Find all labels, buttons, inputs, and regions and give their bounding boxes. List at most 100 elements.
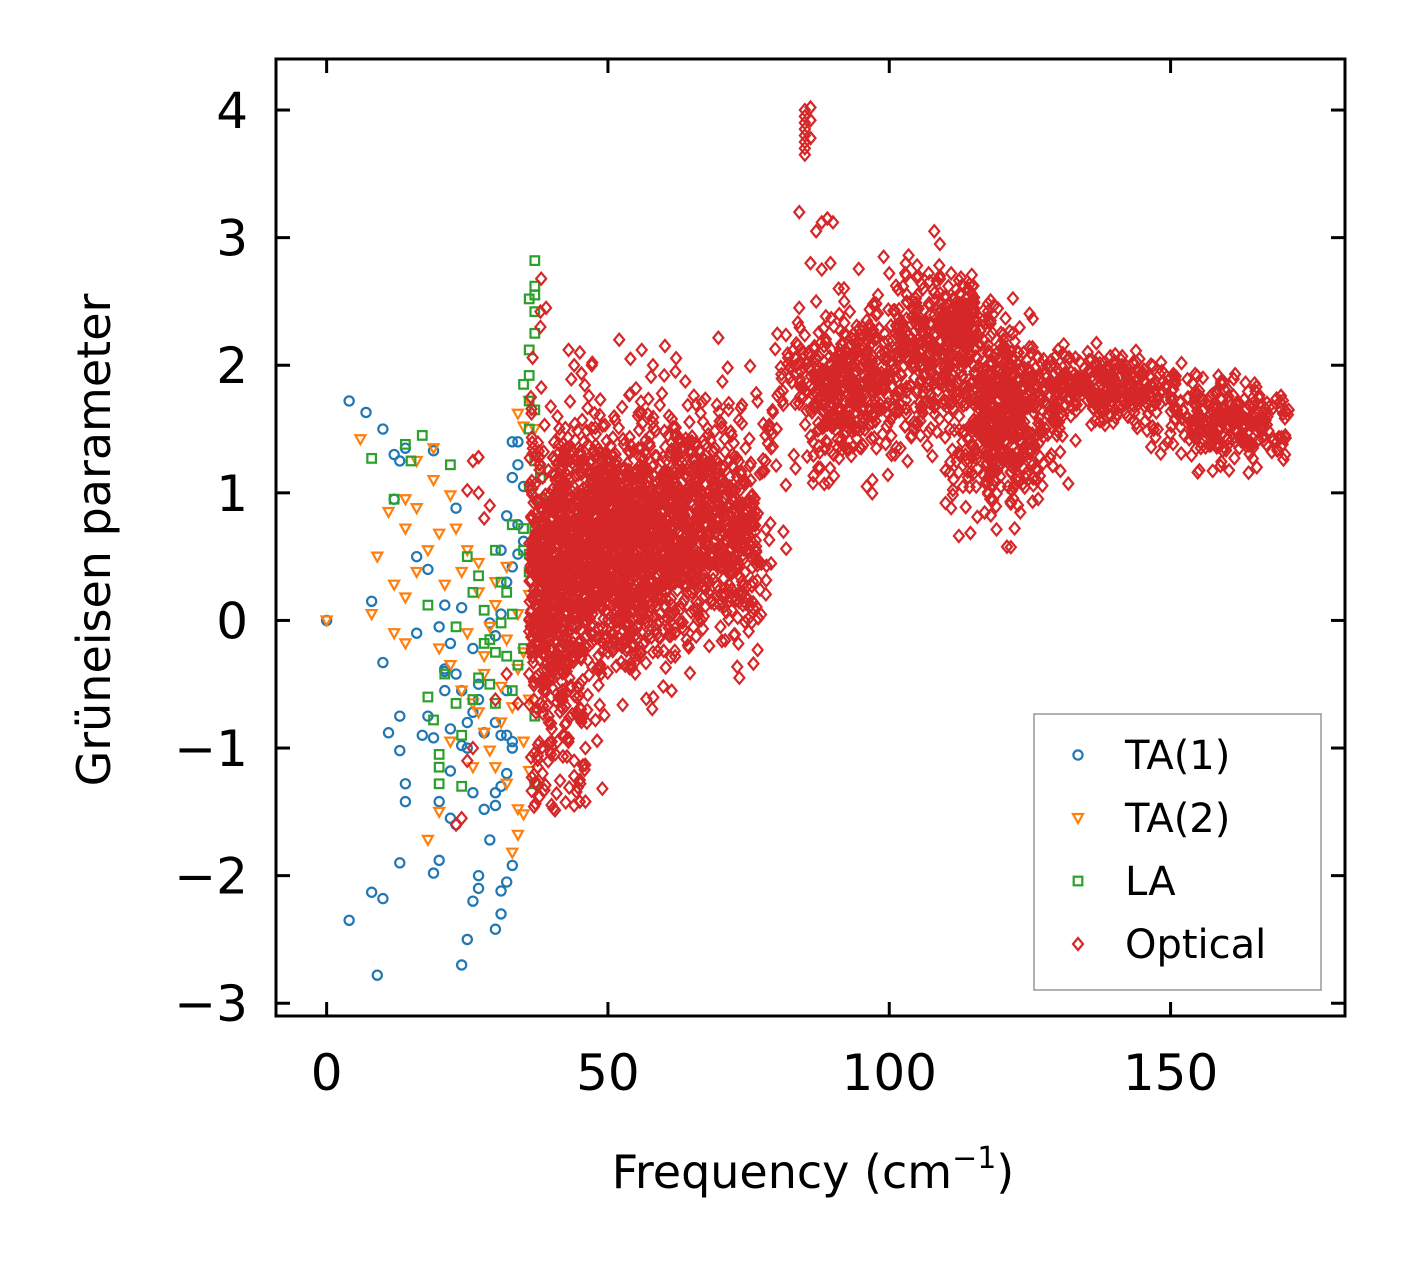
data-point (455, 739, 468, 752)
data-point (482, 621, 497, 635)
data-point (714, 415, 728, 431)
data-point (642, 435, 656, 451)
data-point (900, 293, 914, 310)
data-point (914, 371, 928, 388)
data-point (816, 369, 830, 385)
data-point (527, 745, 541, 762)
data-point (1229, 400, 1242, 416)
data-point (1056, 407, 1070, 424)
data-point (624, 351, 637, 367)
data-point (923, 388, 937, 404)
data-point (777, 523, 790, 540)
data-point (1148, 396, 1162, 412)
data-point (592, 677, 605, 693)
data-point (1101, 381, 1115, 397)
data-point (564, 371, 578, 388)
data-point (591, 448, 605, 464)
data-point (735, 573, 749, 590)
data-point (1252, 387, 1266, 404)
data-point (824, 443, 838, 460)
data-point (746, 655, 760, 672)
data-point (546, 663, 560, 680)
data-point (695, 394, 709, 411)
data-point (433, 854, 445, 867)
data-point (726, 492, 740, 508)
data-point (807, 397, 821, 413)
data-point (1121, 409, 1135, 425)
data-point (488, 577, 503, 590)
data-point (1164, 403, 1178, 420)
data-point (506, 471, 519, 484)
data-point (568, 688, 582, 704)
data-point (672, 486, 686, 502)
data-point (471, 707, 486, 720)
data-point (580, 423, 593, 439)
series-ta-2 (319, 395, 542, 860)
data-point (1024, 444, 1038, 460)
data-point (573, 515, 586, 532)
data-point (820, 210, 834, 227)
data-point (658, 597, 672, 613)
data-point (670, 455, 684, 472)
data-point (644, 369, 658, 385)
data-point (783, 359, 797, 376)
data-point (680, 578, 694, 594)
data-point (576, 757, 590, 774)
data-point (511, 408, 525, 421)
data-point (606, 625, 620, 641)
data-point (586, 573, 600, 589)
data-point (791, 314, 805, 331)
data-point (954, 363, 968, 380)
data-point (1026, 477, 1040, 494)
data-point (640, 546, 654, 562)
data-point (570, 594, 584, 610)
data-point (952, 422, 966, 438)
data-point (905, 330, 919, 347)
data-point (893, 343, 907, 360)
data-point (539, 300, 553, 316)
data-point (965, 295, 979, 311)
data-point (737, 550, 751, 567)
data-point (980, 445, 994, 461)
data-point (990, 463, 1004, 479)
data-point (746, 574, 760, 590)
data-point (1005, 447, 1019, 463)
data-point (915, 276, 929, 292)
data-point (461, 551, 473, 563)
data-point (847, 392, 861, 408)
data-point (678, 373, 692, 390)
data-point (981, 484, 995, 501)
data-point (1181, 371, 1194, 387)
data-point (1194, 420, 1208, 436)
data-point (548, 656, 562, 673)
data-point (1185, 418, 1199, 435)
data-point (798, 146, 812, 163)
data-point (930, 423, 944, 440)
data-point (600, 433, 614, 449)
data-point (597, 707, 611, 723)
data-point (676, 614, 690, 631)
data-point (590, 660, 604, 677)
data-point (499, 634, 514, 647)
data-point (961, 463, 975, 480)
data-point (1024, 453, 1038, 469)
data-point (1146, 358, 1160, 374)
data-point (388, 448, 400, 461)
data-point (353, 434, 368, 447)
data-point (471, 557, 486, 571)
data-point (1256, 410, 1270, 427)
data-point (1161, 434, 1175, 450)
data-point (472, 882, 485, 895)
data-point (611, 505, 625, 522)
data-point (864, 367, 878, 383)
data-point (748, 503, 762, 520)
data-point (539, 537, 553, 553)
data-point (977, 408, 991, 425)
data-point (532, 582, 546, 599)
data-point (604, 551, 618, 567)
data-point (893, 395, 907, 412)
data-point (581, 687, 595, 703)
data-point (432, 528, 447, 541)
data-point (1030, 378, 1044, 395)
data-point (1246, 450, 1260, 467)
